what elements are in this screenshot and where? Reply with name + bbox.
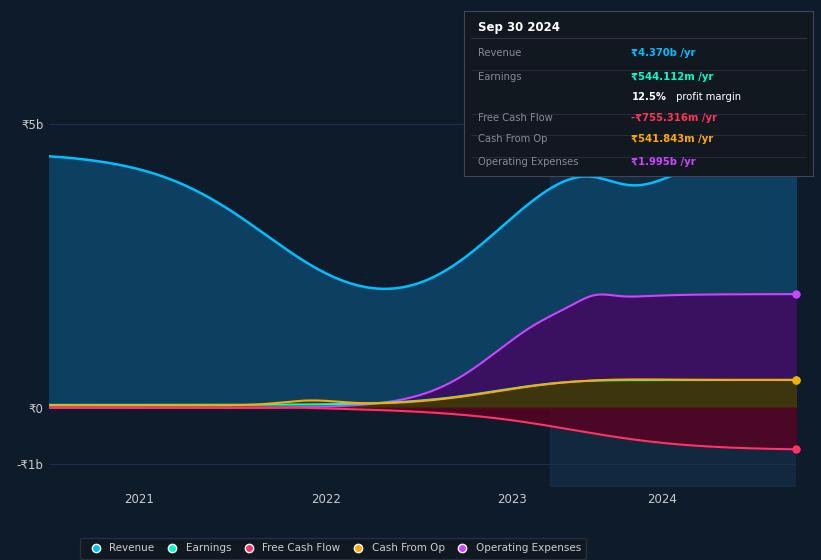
- Text: Earnings: Earnings: [478, 72, 521, 82]
- Legend: Revenue, Earnings, Free Cash Flow, Cash From Op, Operating Expenses: Revenue, Earnings, Free Cash Flow, Cash …: [80, 538, 586, 558]
- Text: Cash From Op: Cash From Op: [478, 134, 548, 144]
- Text: 12.5%: 12.5%: [631, 92, 667, 102]
- Text: -₹755.316m /yr: -₹755.316m /yr: [631, 113, 718, 123]
- Text: profit margin: profit margin: [673, 92, 741, 102]
- Text: Revenue: Revenue: [478, 48, 521, 58]
- Text: ₹4.370b /yr: ₹4.370b /yr: [631, 48, 696, 58]
- Text: ₹544.112m /yr: ₹544.112m /yr: [631, 72, 713, 82]
- Bar: [550, 84, 796, 487]
- Text: ₹1.995b /yr: ₹1.995b /yr: [631, 157, 696, 166]
- Text: ₹541.843m /yr: ₹541.843m /yr: [631, 134, 713, 144]
- Text: Sep 30 2024: Sep 30 2024: [478, 21, 560, 34]
- Text: Free Cash Flow: Free Cash Flow: [478, 113, 553, 123]
- Text: Operating Expenses: Operating Expenses: [478, 157, 578, 166]
